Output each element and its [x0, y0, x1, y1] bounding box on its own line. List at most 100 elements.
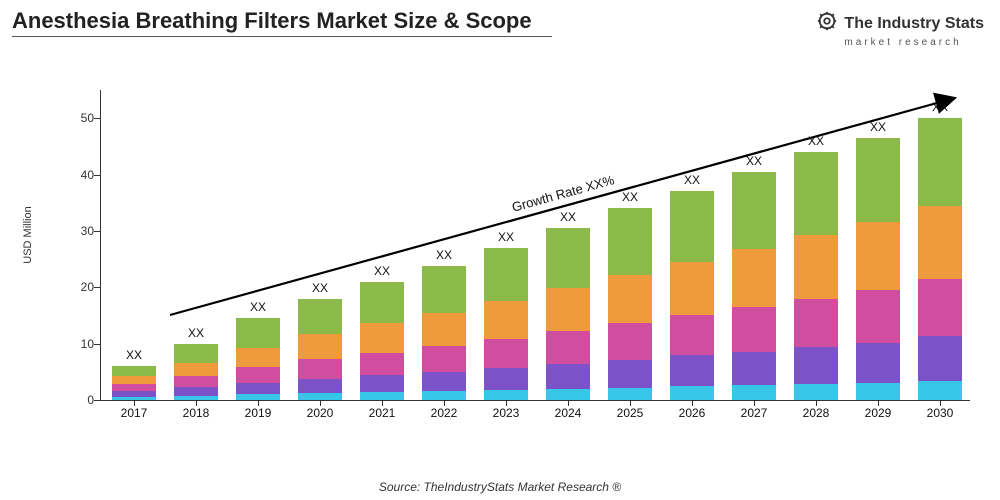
- bar-value-label: XX: [374, 264, 390, 278]
- bar-segment: [236, 367, 280, 383]
- x-tick-label: 2025: [608, 406, 652, 420]
- bar-segment: [112, 376, 156, 384]
- bar-segment: [670, 355, 714, 386]
- bar-value-label: XX: [188, 326, 204, 340]
- bar-value-label: XX: [126, 348, 142, 362]
- bar-group: XX: [670, 191, 714, 400]
- bar-segment: [856, 343, 900, 384]
- bar-group: XX: [236, 318, 280, 400]
- bar-segment: [546, 228, 590, 288]
- chart-container: Anesthesia Breathing Filters Market Size…: [0, 0, 1000, 500]
- bar-value-label: XX: [746, 154, 762, 168]
- brand-name: The Industry Stats: [844, 15, 984, 33]
- bar-segment: [422, 391, 466, 400]
- bar-segment: [174, 344, 218, 363]
- x-axis: [100, 400, 970, 401]
- y-tick-label: 40: [64, 168, 94, 182]
- bar-segment: [856, 222, 900, 290]
- bar-segment: [856, 383, 900, 400]
- bar-group: XX: [856, 138, 900, 400]
- y-tick: [94, 344, 100, 345]
- bar-segment: [360, 353, 404, 376]
- bar-value-label: XX: [808, 134, 824, 148]
- bar-segment: [422, 346, 466, 372]
- bar-value-label: XX: [622, 190, 638, 204]
- bar-group: XX: [484, 248, 528, 400]
- x-tick-label: 2023: [484, 406, 528, 420]
- bar-group: XX: [732, 172, 776, 400]
- bar-segment: [422, 266, 466, 312]
- x-tick-label: 2018: [174, 406, 218, 420]
- bar-segment: [236, 383, 280, 394]
- x-tick-label: 2026: [670, 406, 714, 420]
- bar-value-label: XX: [250, 300, 266, 314]
- bar-segment: [174, 376, 218, 387]
- bar-segment: [484, 368, 528, 390]
- bar-group: XX: [174, 344, 218, 400]
- y-tick: [94, 118, 100, 119]
- bar-segment: [732, 352, 776, 386]
- bar-segment: [670, 386, 714, 400]
- bar-group: XX: [422, 266, 466, 400]
- bar-segment: [484, 301, 528, 339]
- x-tick-label: 2028: [794, 406, 838, 420]
- bar-chart: USD Million 01020304050XX2017XX2018XX201…: [60, 80, 980, 440]
- growth-arrow: [100, 90, 970, 400]
- bar-group: XX: [794, 152, 838, 400]
- bar-segment: [794, 235, 838, 298]
- bar-segment: [422, 372, 466, 391]
- bar-group: XX: [546, 228, 590, 400]
- bar-group: XX: [360, 282, 404, 400]
- bar-segment: [608, 323, 652, 360]
- bar-segment: [298, 359, 342, 379]
- bar-segment: [732, 385, 776, 400]
- bar-segment: [360, 282, 404, 324]
- bar-segment: [608, 388, 652, 400]
- y-tick-label: 50: [64, 111, 94, 125]
- bar-group: XX: [112, 366, 156, 400]
- bar-segment: [546, 331, 590, 364]
- bar-segment: [670, 315, 714, 356]
- bar-segment: [546, 364, 590, 389]
- bar-segment: [670, 191, 714, 261]
- x-tick-label: 2027: [732, 406, 776, 420]
- bar-segment: [918, 118, 962, 206]
- gear-icon: [816, 10, 838, 37]
- bar-segment: [608, 275, 652, 323]
- bar-value-label: XX: [932, 100, 948, 114]
- page-title: Anesthesia Breathing Filters Market Size…: [12, 8, 532, 34]
- bar-segment: [856, 290, 900, 342]
- bar-segment: [546, 389, 590, 400]
- y-tick-label: 30: [64, 224, 94, 238]
- bar-segment: [856, 138, 900, 222]
- title-underline: [12, 36, 552, 37]
- bar-segment: [360, 323, 404, 352]
- x-tick-label: 2020: [298, 406, 342, 420]
- bar-segment: [298, 379, 342, 393]
- bar-group: XX: [608, 208, 652, 400]
- bar-segment: [360, 375, 404, 392]
- bar-segment: [918, 381, 962, 400]
- bar-segment: [236, 348, 280, 368]
- bar-segment: [236, 318, 280, 347]
- bar-segment: [608, 360, 652, 388]
- bar-value-label: XX: [560, 210, 576, 224]
- x-tick-label: 2019: [236, 406, 280, 420]
- y-axis-label: USD Million: [22, 206, 34, 263]
- bar-segment: [174, 363, 218, 377]
- brand-logo: The Industry Stats market research: [816, 10, 984, 48]
- y-tick-label: 10: [64, 337, 94, 351]
- bar-segment: [918, 336, 962, 381]
- bar-value-label: XX: [312, 281, 328, 295]
- bar-segment: [732, 307, 776, 352]
- bar-segment: [794, 384, 838, 400]
- bar-segment: [298, 299, 342, 335]
- bar-segment: [484, 248, 528, 301]
- y-axis: [100, 90, 101, 400]
- x-tick-label: 2024: [546, 406, 590, 420]
- bar-group: XX: [298, 299, 342, 400]
- x-tick-label: 2017: [112, 406, 156, 420]
- plot-area: 01020304050XX2017XX2018XX2019XX2020XX202…: [100, 90, 970, 400]
- y-tick: [94, 231, 100, 232]
- bar-group: XX: [918, 118, 962, 400]
